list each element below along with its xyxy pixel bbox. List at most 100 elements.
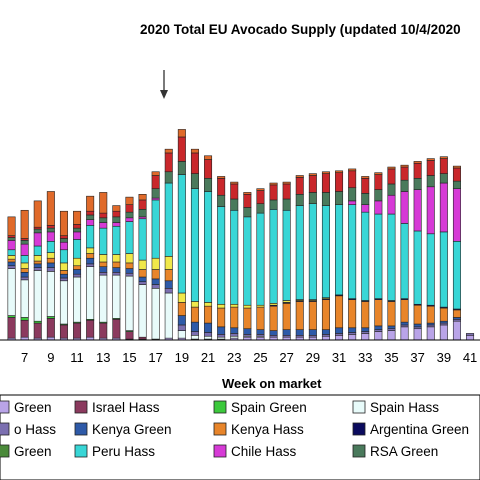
legend-item: RSA Green	[352, 444, 438, 459]
bar-segment	[138, 194, 147, 201]
bar-segment	[387, 301, 396, 327]
bar-segment	[7, 265, 16, 269]
bar-segment	[204, 335, 213, 340]
legend-item: Kenya Hass	[213, 422, 304, 437]
legend-swatch	[0, 400, 10, 414]
bar-segment	[164, 256, 173, 270]
bar-segment	[33, 245, 42, 256]
bar-segment	[73, 322, 82, 339]
bar-segment	[33, 200, 42, 228]
bar-week-39	[439, 156, 448, 341]
bar-segment	[387, 325, 396, 330]
bar-segment	[138, 209, 147, 218]
bar-segment	[335, 327, 344, 334]
bar-segment	[112, 225, 121, 255]
bar-segment	[33, 270, 42, 322]
bar-segment	[413, 161, 422, 164]
bar-segment	[282, 329, 291, 336]
bar-segment	[204, 305, 213, 324]
bar-segment	[7, 258, 16, 263]
bar-segment	[151, 284, 160, 289]
bar-segment	[426, 305, 435, 324]
bar-segment	[33, 255, 42, 262]
bar-segment	[387, 330, 396, 341]
bar-segment	[59, 238, 68, 243]
bar-segment	[466, 333, 475, 336]
bar-segment	[348, 187, 357, 202]
bar-segment	[413, 189, 422, 232]
bar-segment	[99, 272, 108, 276]
bar-segment	[321, 171, 330, 174]
bar-segment	[138, 281, 147, 285]
bar-segment	[73, 269, 82, 275]
bar-segment	[99, 192, 108, 214]
bar-segment	[269, 199, 278, 210]
bar-segment	[295, 175, 304, 178]
bar-segment	[20, 317, 29, 321]
legend-item: Kenya Green	[74, 422, 172, 437]
bar-segment	[151, 171, 160, 176]
annotation-arrow	[160, 70, 168, 99]
bar-segment	[7, 268, 16, 316]
bar-segment	[125, 196, 134, 205]
bar-segment	[256, 190, 265, 204]
legend-label: Chile Hass	[231, 444, 297, 459]
bar-segment	[400, 326, 409, 341]
bar-segment	[335, 191, 344, 205]
bar-segment	[308, 173, 317, 176]
bar-segment	[466, 334, 475, 341]
bar-segment	[387, 168, 396, 185]
bar-segment	[112, 272, 121, 276]
bar-segment	[217, 178, 226, 196]
bar-segment	[439, 156, 448, 159]
legend-label: o Hass	[14, 422, 56, 437]
bar-segment	[282, 198, 291, 211]
bar-segment	[308, 203, 317, 300]
bar-segment	[361, 211, 370, 301]
bar-segment	[7, 317, 16, 339]
x-tick-label: 19	[175, 350, 189, 365]
bar-segment	[204, 191, 213, 303]
bar-week-22	[217, 176, 226, 341]
bar-segment	[217, 334, 226, 338]
bar-segment	[86, 257, 95, 265]
legend-item: Spain Green	[213, 400, 307, 415]
bar-segment	[217, 176, 226, 179]
bar-segment	[46, 262, 55, 268]
bar-segment	[138, 218, 147, 261]
bar-segment	[112, 274, 121, 319]
bar-segment	[99, 212, 108, 219]
bar-segment	[190, 152, 199, 174]
bar-segment	[190, 306, 199, 323]
bar-segment	[33, 232, 42, 247]
x-tick-label: 31	[332, 350, 346, 365]
bar-segment	[125, 268, 134, 274]
bar-segment	[164, 287, 173, 294]
bar-segment	[46, 257, 55, 264]
bar-segment	[413, 178, 422, 190]
bar-segment	[321, 329, 330, 335]
bar-segment	[361, 176, 370, 179]
bar-week-20	[190, 148, 199, 341]
bar-segment	[256, 306, 265, 330]
x-tick-label: 29	[306, 350, 320, 365]
bar-segment	[439, 182, 448, 233]
legend-swatch	[213, 400, 227, 414]
bar-segment	[361, 333, 370, 341]
x-tick-label: 15	[122, 350, 136, 365]
bar-segment	[374, 331, 383, 341]
legend-swatch	[352, 422, 366, 436]
bar-segment	[348, 204, 357, 299]
bar-segment	[413, 304, 422, 325]
legend-label: Green	[14, 444, 52, 459]
bar-segment	[400, 164, 409, 168]
bar-segment	[204, 178, 213, 192]
bar-segment	[46, 191, 55, 226]
bar-segment	[177, 324, 186, 331]
bar-segment	[151, 188, 160, 199]
bar-segment	[387, 194, 396, 215]
legend-swatch	[74, 422, 88, 436]
bar-segment	[99, 227, 108, 255]
bar-segment	[387, 183, 396, 196]
